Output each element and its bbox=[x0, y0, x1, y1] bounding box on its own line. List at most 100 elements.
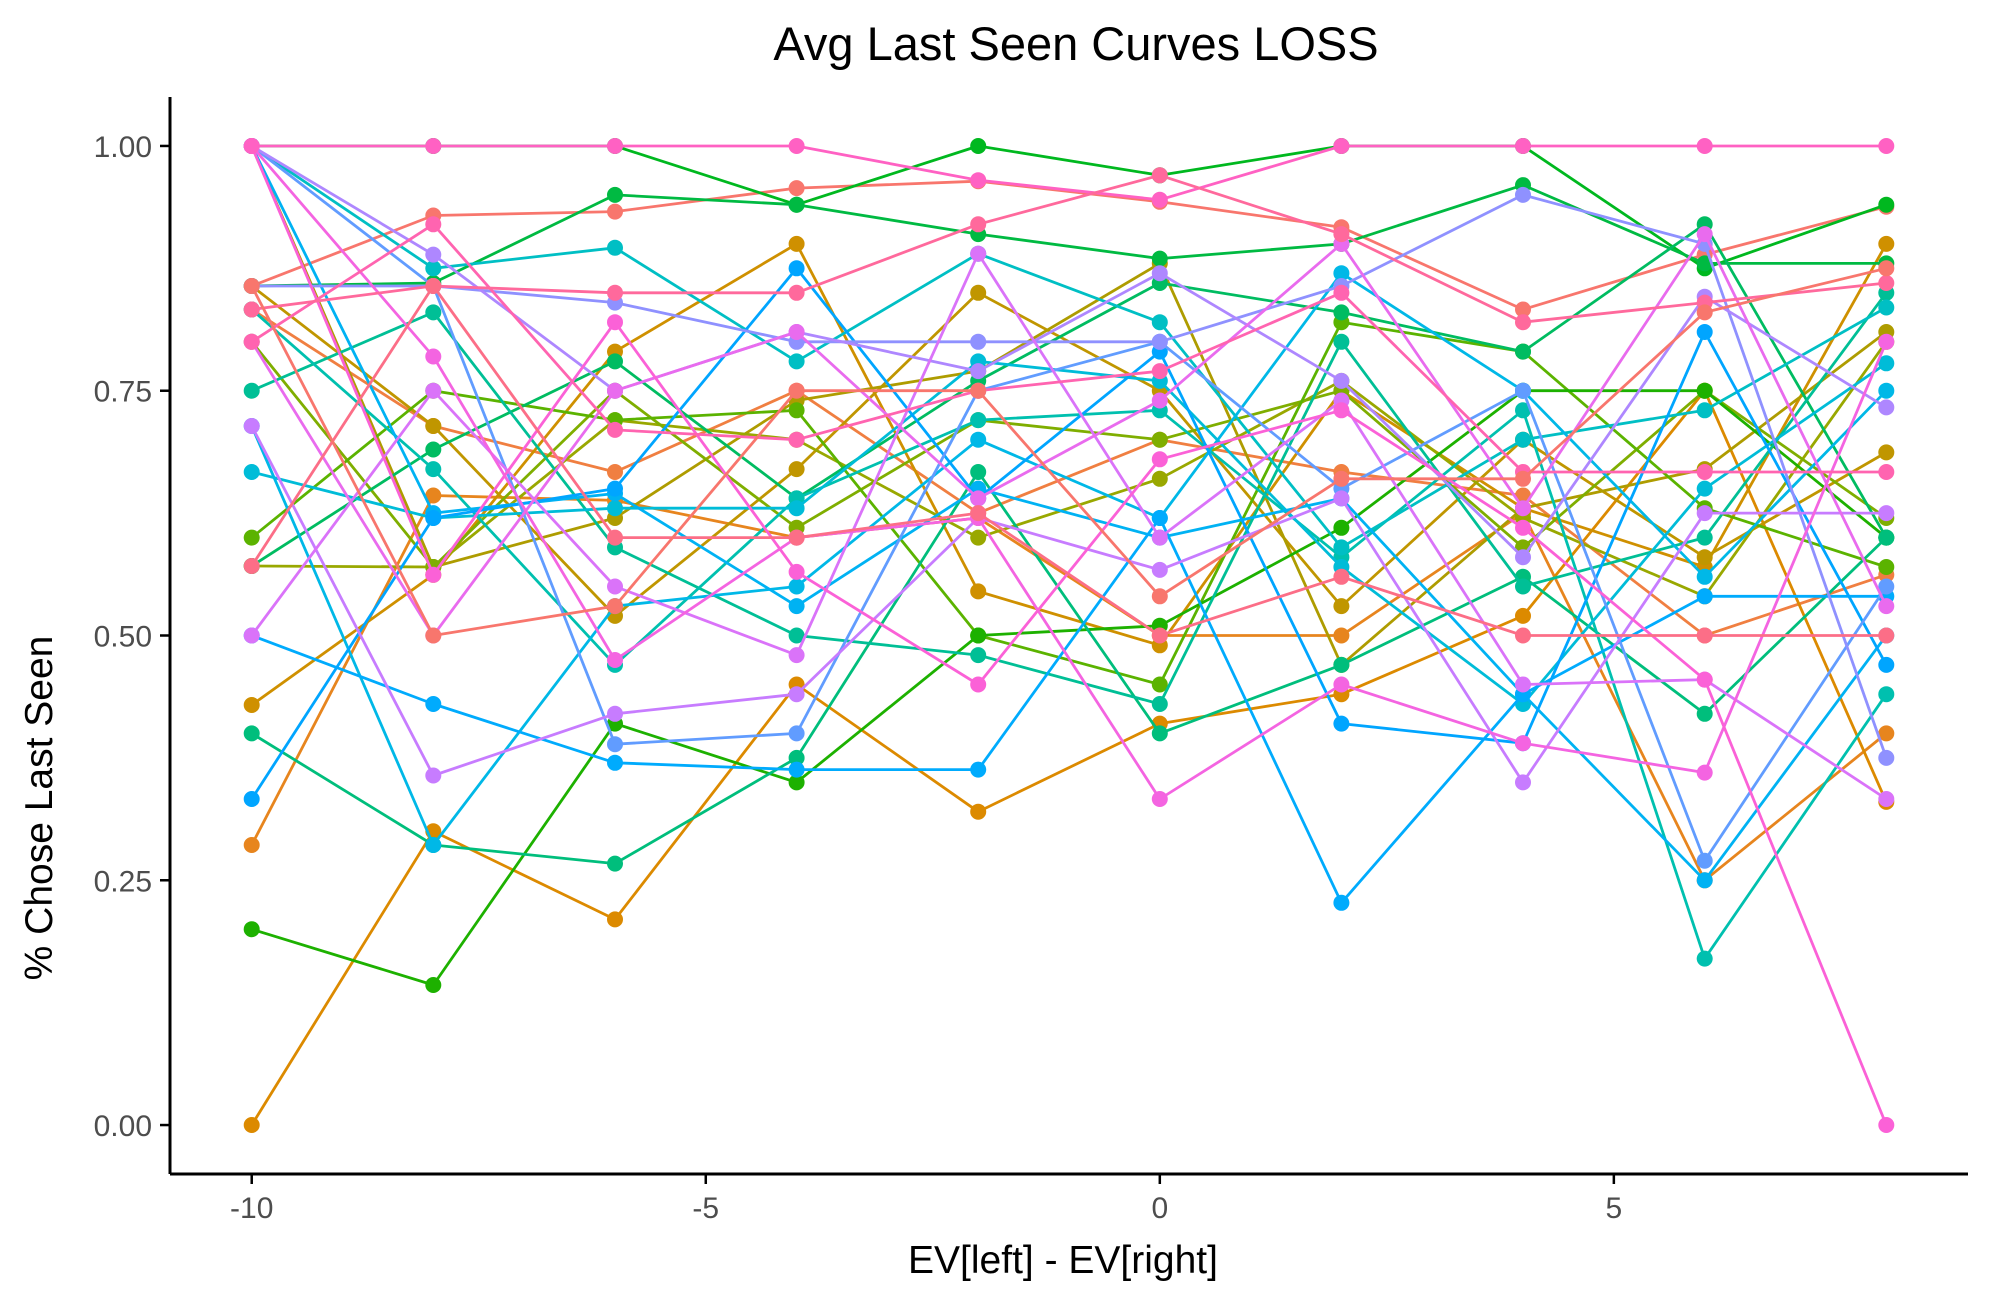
data-point bbox=[1878, 791, 1895, 807]
data-point bbox=[1515, 138, 1531, 154]
series-line bbox=[251, 340, 1888, 598]
data-point bbox=[1515, 500, 1531, 517]
data-point bbox=[243, 301, 260, 318]
data-point bbox=[1151, 392, 1168, 409]
series-line bbox=[250, 266, 1888, 800]
data-point bbox=[1696, 671, 1713, 688]
data-point bbox=[788, 686, 805, 703]
data-point bbox=[607, 239, 623, 256]
series-line bbox=[250, 144, 1888, 559]
data-point bbox=[970, 464, 987, 480]
data-point bbox=[607, 598, 623, 615]
data-point bbox=[425, 696, 442, 712]
data-point bbox=[607, 480, 623, 497]
data-point bbox=[970, 245, 987, 262]
data-point bbox=[1878, 656, 1895, 673]
data-point bbox=[243, 627, 260, 644]
series-line bbox=[251, 173, 1887, 324]
series-line bbox=[250, 145, 1888, 1126]
data-point bbox=[1696, 304, 1713, 321]
series-line bbox=[251, 183, 1887, 288]
data-point bbox=[788, 647, 805, 664]
data-point bbox=[1878, 1117, 1895, 1133]
data-point bbox=[1333, 284, 1350, 301]
data-point bbox=[1333, 894, 1350, 911]
data-point bbox=[425, 216, 442, 233]
y-tick-label: 0.50 bbox=[94, 621, 152, 654]
series-28 bbox=[243, 245, 1895, 807]
data-point bbox=[788, 402, 805, 419]
data-point bbox=[425, 246, 442, 263]
data-point bbox=[1151, 265, 1168, 282]
data-point bbox=[607, 855, 623, 872]
data-point bbox=[970, 676, 987, 693]
data-point bbox=[788, 500, 805, 517]
data-point bbox=[1696, 627, 1713, 644]
data-point bbox=[1515, 186, 1531, 203]
series-line bbox=[251, 291, 1888, 706]
data-point bbox=[607, 284, 623, 301]
data-point bbox=[1333, 470, 1350, 487]
data-point bbox=[425, 441, 442, 458]
data-point bbox=[1878, 275, 1895, 291]
series-line bbox=[250, 308, 1888, 960]
data-point bbox=[243, 791, 260, 807]
data-point bbox=[788, 578, 805, 595]
series-line bbox=[250, 145, 1888, 667]
x-tick-label: 0 bbox=[1151, 1192, 1168, 1225]
x-tick-label: -10 bbox=[230, 1192, 273, 1225]
data-point bbox=[1515, 627, 1531, 644]
data-point bbox=[607, 705, 623, 722]
data-point bbox=[1878, 355, 1895, 372]
data-point bbox=[1878, 138, 1895, 154]
series-33 bbox=[243, 216, 1895, 480]
data-point bbox=[1151, 191, 1168, 208]
data-point bbox=[1696, 464, 1713, 480]
data-point bbox=[425, 627, 442, 644]
data-point bbox=[1151, 451, 1168, 468]
data-point bbox=[788, 284, 805, 301]
data-point bbox=[425, 382, 442, 399]
data-point bbox=[1878, 464, 1895, 480]
data-point bbox=[1696, 764, 1713, 781]
series-32 bbox=[243, 138, 1895, 208]
data-point bbox=[1333, 676, 1350, 693]
data-point bbox=[425, 837, 442, 853]
data-point bbox=[1878, 505, 1895, 522]
data-point bbox=[788, 196, 805, 213]
axes: -10 -5 0 5 0.00 0.25 0.50 0.75 1.00 bbox=[94, 97, 1968, 1225]
data-point bbox=[1333, 265, 1350, 282]
data-point bbox=[425, 260, 442, 277]
data-point bbox=[1333, 304, 1350, 321]
data-point bbox=[1333, 539, 1350, 556]
data-point bbox=[1151, 167, 1168, 184]
data-point bbox=[1878, 749, 1895, 766]
data-point bbox=[970, 803, 987, 820]
data-point bbox=[607, 314, 623, 331]
data-point bbox=[1151, 561, 1168, 578]
data-point bbox=[970, 431, 987, 448]
series-line bbox=[250, 222, 1888, 568]
data-point bbox=[1696, 549, 1713, 566]
data-point bbox=[1151, 314, 1168, 331]
data-point bbox=[1151, 470, 1168, 487]
chart-title: Avg Last Seen Curves LOSS bbox=[773, 17, 1378, 70]
data-point bbox=[788, 598, 805, 615]
y-axis-label: % Chose Last Seen bbox=[18, 636, 61, 981]
data-point bbox=[243, 529, 260, 546]
data-point bbox=[788, 749, 805, 766]
data-point bbox=[1515, 470, 1531, 487]
data-point bbox=[607, 382, 623, 399]
data-point bbox=[1696, 705, 1713, 722]
data-point bbox=[243, 697, 260, 713]
series-line bbox=[251, 144, 1887, 202]
data-point bbox=[788, 138, 805, 154]
data-point bbox=[1515, 301, 1531, 318]
data-point bbox=[1333, 715, 1350, 732]
data-point bbox=[970, 382, 987, 399]
data-point bbox=[607, 736, 623, 753]
series-35 bbox=[243, 278, 1895, 644]
data-point bbox=[607, 203, 623, 220]
data-point bbox=[1515, 607, 1531, 624]
